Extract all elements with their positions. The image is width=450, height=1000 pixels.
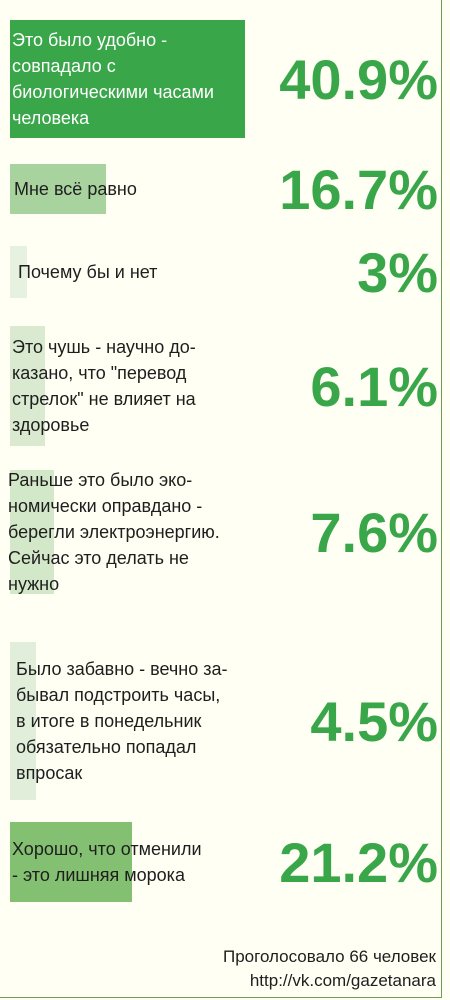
answer-label: Было забавно - вечно за- бывал подстроит… [16,659,228,783]
poll-row: Это чушь - научно до- казано, что "перев… [0,326,450,446]
poll-row: Почему бы и нет 3% [0,240,450,304]
answer-label: Это было удобно - совпадало с биологичес… [12,30,214,128]
answer-label: Раньше это было эко- номически оправдано… [8,470,220,594]
answer-label: Хорошо, что отменили - это лишняя морока [12,839,202,885]
answer-label: Это чушь - научно до- казано, что "перев… [12,337,196,435]
percent-value: 3% [357,240,438,304]
answer-label: Мне всё равно [14,179,137,199]
poll-row: Раньше это было эко- номически оправдано… [0,470,450,594]
result-bar [10,822,132,902]
percent-value: 16.7% [279,157,438,221]
percent-value: 4.5% [310,689,438,753]
result-bar [10,164,106,214]
percent-value: 6.1% [310,354,438,418]
source-link[interactable]: http://vk.com/gazetanara [249,971,436,990]
poll-row: Хорошо, что отменили - это лишняя морока… [0,822,450,902]
votes-count: Проголосовало 66 человек [222,947,436,966]
result-bar [10,326,45,446]
answer-label: Почему бы и нет [18,262,158,282]
result-bar [10,20,245,138]
result-bar [10,246,27,298]
poll-row: Было забавно - вечно за- бывал подстроит… [0,642,450,800]
result-bar [10,470,54,594]
percent-value: 7.6% [310,500,438,564]
footer: Проголосовало 66 человек http://vk.com/g… [223,945,436,993]
poll-row: Мне всё равно 16.7% [0,157,450,221]
result-bar [10,642,36,800]
percent-value: 40.9% [279,47,438,111]
poll-row: Это было удобно - совпадало с биологичес… [0,20,450,138]
percent-value: 21.2% [279,830,438,894]
